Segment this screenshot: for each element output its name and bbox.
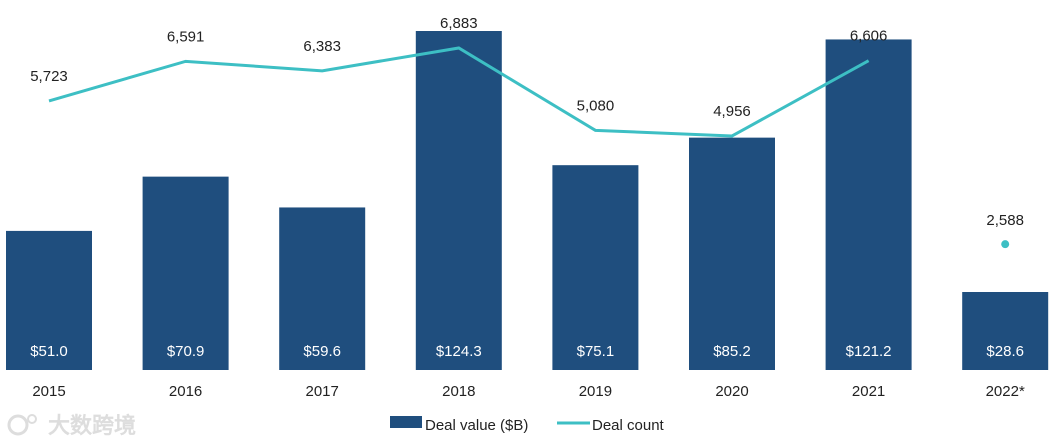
deal-count-label: 6,591	[167, 28, 205, 45]
deal-count-label: 4,956	[713, 103, 751, 120]
deal-count-label: 6,383	[303, 38, 341, 55]
watermark-text: 大数跨境	[48, 413, 136, 438]
deal-count-label: 6,883	[440, 15, 478, 32]
legend-label-deal-value: Deal value ($B)	[425, 417, 528, 434]
bar-2021	[825, 39, 912, 371]
x-tick-label: 2019	[579, 383, 612, 400]
bar-2020	[689, 137, 775, 370]
bar-value-label: $85.2	[713, 343, 751, 360]
x-tick-label: 2018	[442, 383, 475, 400]
bar-value-label: $124.3	[436, 343, 482, 360]
bar-2018	[415, 31, 502, 370]
deal-count-line	[48, 46, 870, 138]
bar-2016	[142, 176, 229, 370]
legend: Deal value ($B) Deal count	[390, 416, 665, 434]
x-tick-label: 2017	[306, 383, 339, 400]
x-tick-label: 2022*	[986, 383, 1025, 400]
legend-swatch-deal-value	[390, 416, 422, 428]
bar-value-label: $70.9	[167, 343, 205, 360]
bar-value-label: $28.6	[986, 343, 1024, 360]
bar-2022*	[962, 292, 1049, 370]
bar-value-label: $75.1	[577, 343, 615, 360]
bar-value-label: $121.2	[846, 343, 892, 360]
x-tick-label: 2015	[32, 383, 65, 400]
x-tick-label: 2020	[715, 383, 748, 400]
x-tick-label: 2021	[852, 383, 885, 400]
deal-count-label: 5,080	[577, 97, 615, 114]
x-tick-label: 2016	[169, 383, 202, 400]
bar-2019	[552, 165, 639, 370]
deal-count-point-2022*	[1001, 240, 1010, 249]
watermark: 大数跨境	[7, 413, 136, 438]
deal-count-label: 6,606	[850, 28, 888, 45]
legend-label-deal-count: Deal count	[592, 417, 665, 434]
deal-count-label: 5,723	[30, 68, 68, 85]
bar-value-label: $51.0	[30, 343, 68, 360]
bar-2017	[279, 207, 366, 370]
deal-count-label: 2,588	[986, 212, 1024, 229]
bar-2015	[6, 230, 92, 370]
bar-value-label: $59.6	[303, 343, 341, 360]
